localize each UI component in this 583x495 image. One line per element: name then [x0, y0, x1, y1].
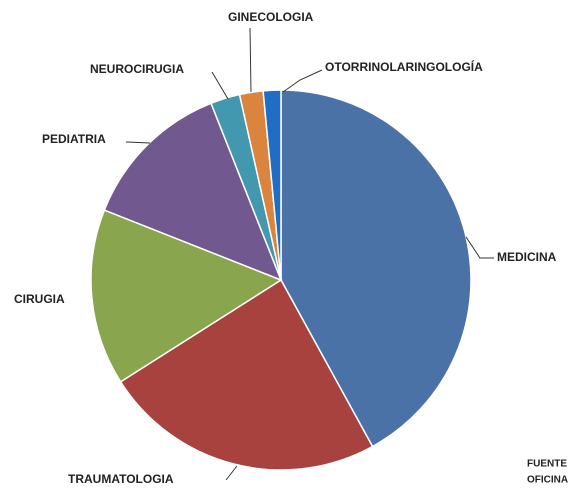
pie-slice — [103, 102, 283, 282]
leader-line — [249, 27, 252, 93]
pie-slice — [280, 89, 472, 448]
slice-label: OTORRINOLARINGOLOGÍA — [325, 59, 483, 74]
pie-slice — [262, 89, 282, 281]
slice-label: TRAUMATOLOGIA — [68, 472, 174, 486]
source-line: OFICINA — [527, 475, 568, 486]
slice-label: PEDIATRIA — [42, 132, 106, 146]
slice-label: GINECOLOGIA — [228, 10, 314, 24]
slice-label: MEDICINA — [497, 250, 557, 264]
leader-line — [211, 71, 229, 100]
leader-line — [225, 465, 238, 481]
slice-label: NEUROCIRUGIA — [90, 62, 184, 76]
pie-slice — [119, 278, 374, 471]
leader-line — [465, 236, 494, 259]
pie-slice — [90, 209, 283, 383]
leader-line — [282, 69, 323, 93]
leader-line — [125, 141, 151, 144]
source-line: FUENTE — [527, 459, 567, 470]
slice-label: CIRUGIA — [14, 292, 65, 306]
